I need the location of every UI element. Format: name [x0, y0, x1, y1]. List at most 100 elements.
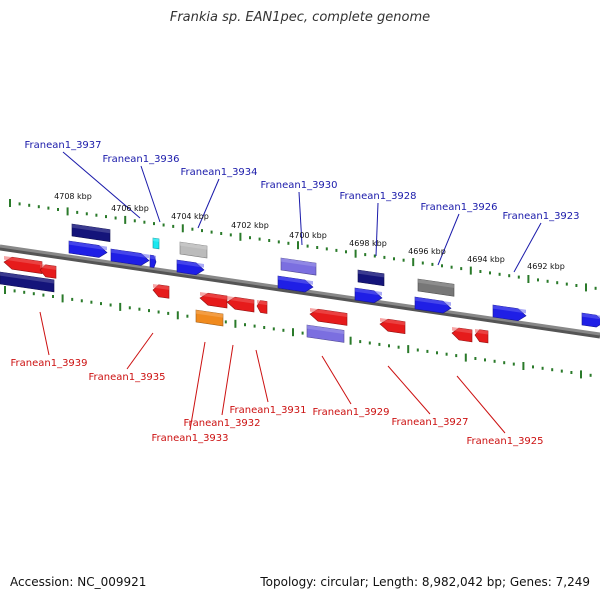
gene-feature: [68, 240, 108, 258]
top-gene-label[interactable]: Franean1_3936: [102, 154, 179, 165]
ruler-top-minor-tick: [210, 230, 213, 234]
bottom-leader-line: [255, 349, 269, 403]
gene-feature: [0, 271, 55, 293]
gene-feature: [474, 329, 489, 344]
ruler-bottom-minor-tick: [541, 366, 544, 370]
ruler-top-minor-tick: [373, 254, 376, 258]
ruler-top-minor-tick: [172, 224, 175, 228]
top-gene-label[interactable]: Franean1_3926: [420, 202, 497, 213]
page-title: Frankia sp. EAN1pec, complete genome: [169, 10, 431, 25]
ruler-top-minor-tick: [393, 257, 395, 261]
top-gene-label[interactable]: Franean1_3930: [260, 180, 337, 191]
ruler-top-minor-tick: [316, 246, 319, 249]
bottom-gene-label[interactable]: Franean1_3932: [183, 418, 260, 429]
ruler-top-minor-tick: [57, 208, 59, 211]
top-gene-label[interactable]: Franean1_3934: [180, 167, 257, 178]
gene-feature: [176, 259, 205, 276]
gene-feature: [152, 237, 160, 250]
bottom-gene-label[interactable]: Franean1_3935: [88, 372, 165, 383]
ruler-top-minor-tick: [575, 284, 578, 287]
ruler-bottom-minor-tick: [445, 352, 448, 356]
ruler-top-minor-tick: [498, 272, 501, 276]
ruler-top-major-tick: [585, 283, 587, 292]
top-leader-line: [437, 213, 460, 266]
ruler-bottom-minor-tick: [503, 361, 506, 365]
ruler-top-major-tick: [297, 241, 299, 250]
ruler-top-minor-tick: [450, 265, 453, 269]
top-gene-label[interactable]: Franean1_3928: [339, 191, 416, 202]
ruler-bottom-major-tick: [119, 302, 122, 311]
ruler-bottom-minor-tick: [90, 300, 93, 304]
ruler-bottom-minor-tick: [416, 348, 419, 352]
ruler-bottom-minor-tick: [426, 349, 429, 353]
ruler-top-minor-tick: [268, 239, 271, 242]
ruler-top-minor-tick: [460, 267, 463, 271]
ruler-top-minor-tick: [421, 261, 424, 265]
ruler-bottom-minor-tick: [368, 341, 371, 345]
ruler-bottom-minor-tick: [128, 306, 131, 310]
ruler-top-minor-tick: [479, 270, 482, 273]
ruler-bottom-major-tick: [522, 362, 525, 370]
ruler-top-minor-tick: [546, 279, 549, 283]
ruler-tick-label: 4706 kbp: [111, 204, 149, 213]
gene-feature: [492, 304, 527, 322]
backbone-shadow: [0, 245, 600, 339]
ruler-bottom-minor-tick: [80, 299, 83, 303]
top-gene-label[interactable]: Franean1_3937: [24, 140, 101, 151]
gene-feature: [226, 296, 255, 313]
gene-feature: [414, 296, 452, 314]
ruler-top: [9, 199, 597, 292]
ruler-top-minor-tick: [508, 274, 511, 278]
top-gene-label[interactable]: Franean1_3923: [502, 211, 579, 222]
ruler-bottom-minor-tick: [301, 331, 304, 335]
bottom-gene-label[interactable]: Franean1_3939: [10, 358, 87, 369]
ruler-top-minor-tick: [335, 248, 338, 252]
ruler-top-minor-tick: [85, 212, 88, 216]
ruler-bottom-minor-tick: [378, 342, 381, 346]
ruler-top-minor-tick: [431, 262, 434, 266]
ruler-top-minor-tick: [249, 236, 251, 240]
bottom-gene-label[interactable]: Franean1_3925: [466, 436, 543, 447]
ruler-bottom-minor-tick: [397, 345, 400, 349]
gene-feature: [277, 275, 314, 293]
ruler-top-minor-tick: [143, 220, 146, 224]
ruler-bottom-minor-tick: [100, 302, 102, 306]
ruler-tick-label: 4696 kbp: [408, 247, 446, 256]
ruler-tick-label: 4708 kbp: [54, 192, 92, 201]
ruler-bottom-minor-tick: [589, 373, 592, 377]
ruler-top-minor-tick: [37, 205, 40, 209]
ruler-bottom-minor-tick: [52, 295, 54, 298]
ruler-bottom-minor-tick: [109, 303, 112, 307]
ruler-top-major-tick: [66, 207, 69, 216]
bottom-gene-label[interactable]: Franean1_3933: [151, 433, 228, 444]
gene-feature: [354, 287, 383, 304]
ruler-top-minor-tick: [220, 232, 223, 235]
ruler-bottom-minor-tick: [272, 327, 275, 331]
ruler-top-major-tick: [124, 215, 127, 224]
topology-text: Topology: circular; Length: 8,982,042 bp…: [260, 575, 590, 589]
ruler-bottom-minor-tick: [138, 307, 141, 311]
bottom-gene-label[interactable]: Franean1_3927: [391, 417, 468, 428]
gene-callouts: Franean1_3937Franean1_3936Franean1_3934F…: [10, 140, 579, 447]
bottom-gene-label[interactable]: Franean1_3931: [229, 405, 306, 416]
ruler-bottom-minor-tick: [570, 371, 573, 374]
ruler-bottom-major-tick: [61, 294, 64, 303]
ruler-top-minor-tick: [47, 206, 50, 210]
bottom-gene-label[interactable]: Franean1_3929: [312, 407, 389, 418]
bottom-leader-line: [221, 344, 234, 416]
ruler-top-minor-tick: [489, 271, 491, 275]
ruler-top-minor-tick: [325, 247, 328, 251]
ruler-bottom-major-tick: [234, 319, 237, 328]
ruler-bottom-minor-tick: [224, 320, 227, 324]
ruler-bottom-minor-tick: [71, 297, 74, 301]
ruler-top-minor-tick: [201, 229, 203, 233]
ruler-top-minor-tick: [364, 253, 367, 257]
ruler-bottom-minor-tick: [148, 309, 150, 313]
bottom-leader-line: [39, 311, 50, 356]
ruler-top-minor-tick: [133, 219, 136, 223]
ruler-bottom-minor-tick: [244, 323, 246, 327]
ruler-top-major-tick: [412, 258, 415, 267]
gene-feature: [39, 264, 57, 279]
ruler-bottom-minor-tick: [560, 369, 563, 373]
